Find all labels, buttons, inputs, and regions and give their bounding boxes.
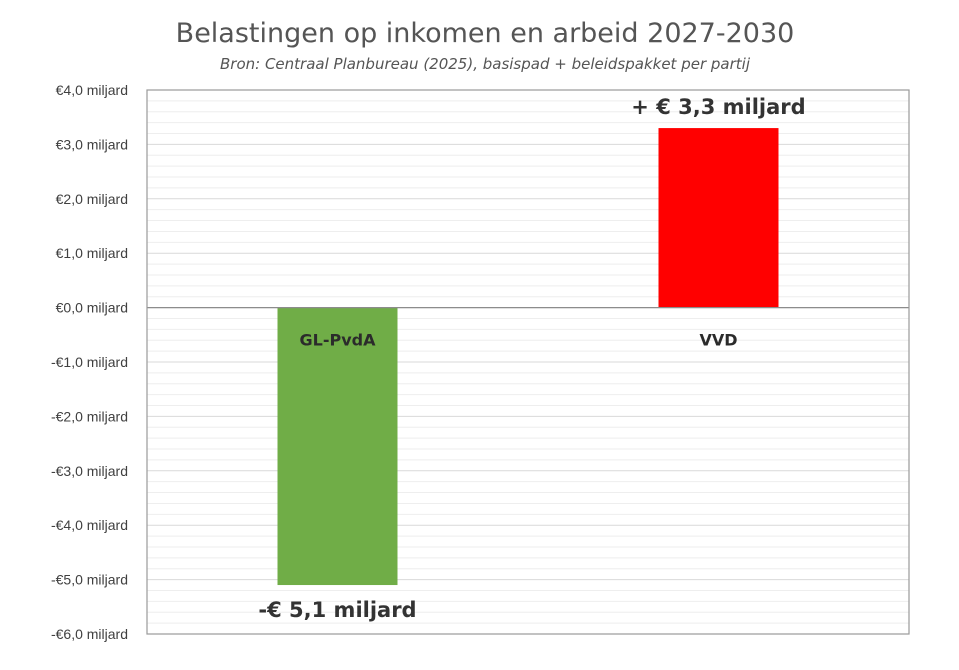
category-label: VVD [699,331,737,350]
y-tick-label: -€6,0 miljard [51,626,128,642]
data-label: + € 3,3 miljard [631,95,805,119]
chart-title: Belastingen op inkomen en arbeid 2027-20… [176,18,795,49]
y-tick-label: -€5,0 miljard [51,572,128,588]
y-tick-label: €2,0 miljard [56,191,128,207]
y-tick-label: -€1,0 miljard [51,354,128,370]
y-tick-label: €1,0 miljard [56,245,128,261]
data-label: -€ 5,1 miljard [258,598,416,622]
plot-area-border [146,89,910,635]
y-tick-label: €3,0 miljard [56,136,128,152]
bar-vvd [658,128,779,308]
y-axis-ticks: €4,0 miljard €3,0 miljard €2,0 miljard €1,0… [51,82,128,642]
y-tick-label: -€4,0 miljard [51,517,128,533]
chart-subtitle: Bron: Centraal Planbureau (2025), basisp… [220,55,751,73]
bar-labels: GL-PvdA -€ 5,1 miljard VVD + € 3,3 miljard [258,95,805,622]
y-tick-label: €0,0 miljard [56,300,128,316]
y-tick-label: -€2,0 miljard [51,408,128,424]
gridlines [147,89,909,635]
y-tick-label: €4,0 miljard [56,82,128,98]
bars [277,128,779,586]
bar-gl-pvda [277,307,398,586]
category-label: GL-PvdA [300,331,377,350]
y-tick-label: -€3,0 miljard [51,463,128,479]
